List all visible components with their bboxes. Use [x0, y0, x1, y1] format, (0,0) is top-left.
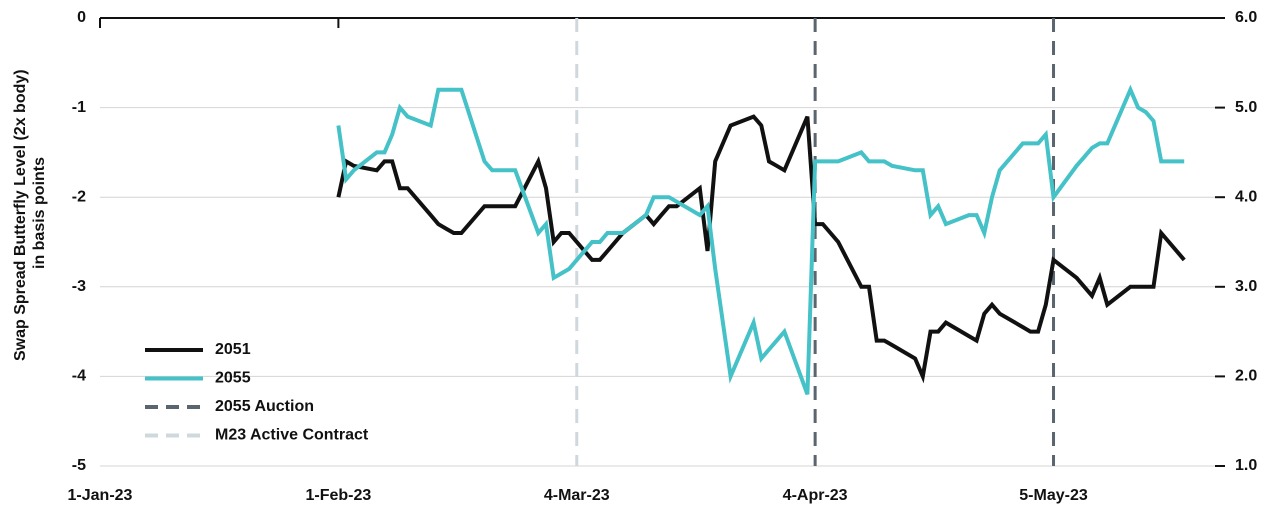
y-tick-label: -2	[72, 188, 86, 205]
legend-label: 2055 Auction	[215, 398, 314, 415]
x-tick-label: 1-Jan-23	[68, 487, 133, 504]
x-tick-label: 5-May-23	[1019, 487, 1088, 504]
x-tick-label: 1-Feb-23	[305, 487, 371, 504]
y-tick-label: 0	[77, 9, 86, 26]
x-tick-label: 4-Apr-23	[783, 487, 848, 504]
y2-tick-label: 3.0	[1235, 278, 1257, 295]
y2-tick-label: 1.0	[1235, 457, 1257, 474]
y2-tick-label: 2.0	[1235, 368, 1257, 385]
y-axis-label-line: in basis points	[31, 157, 48, 269]
legend-label: 2051	[215, 341, 251, 358]
y-tick-label: -1	[72, 99, 86, 116]
x-tick-label: 4-Mar-23	[544, 487, 610, 504]
series-line	[336, 84, 1185, 395]
y2-tick-label: 4.0	[1235, 188, 1257, 205]
y-axis-label-line: Swap Spread Butterfly Level (2x body)	[12, 69, 29, 361]
y2-tick-label: 5.0	[1235, 99, 1257, 116]
legend-label: 2055	[215, 370, 251, 387]
y-tick-label: -4	[72, 368, 86, 385]
y-tick-label: -3	[72, 278, 86, 295]
legend-label: M23 Active Contract	[215, 427, 369, 444]
series-line	[336, 114, 1186, 384]
y-axis-label: Swap Spread Butterfly Level (2x body) in…	[12, 65, 48, 361]
y-tick-label: -5	[72, 457, 86, 474]
y2-tick-label: 6.0	[1235, 9, 1257, 26]
